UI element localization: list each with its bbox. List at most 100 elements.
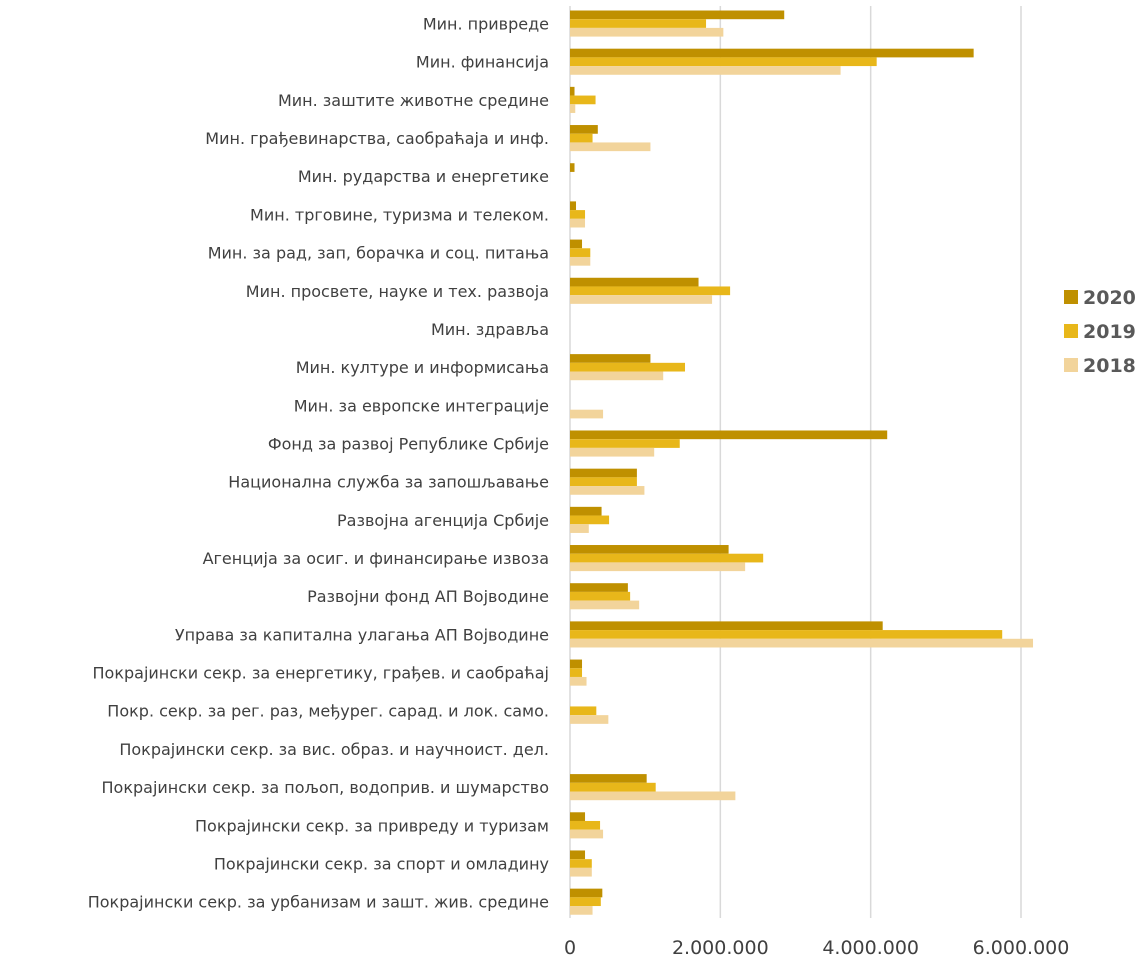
category-label: Покрајински секр. за вис. образ. и научн… (119, 740, 549, 759)
bar-2018 (570, 600, 640, 610)
bar-2019 (570, 19, 707, 28)
legend-swatch-2018 (1064, 358, 1078, 372)
bar-2018 (570, 256, 591, 266)
bar-2020 (570, 48, 974, 58)
legend-label-2018: 2018 (1083, 355, 1136, 377)
bar-2019 (570, 477, 637, 487)
bar-2019 (570, 820, 601, 830)
bar-2020 (570, 888, 603, 898)
category-label: Мин. грађевинарства, саобраћаја и инф. (205, 129, 549, 148)
bar-2020 (570, 659, 583, 669)
x-tick-label: 6.000.000 (973, 937, 1070, 959)
bar-2019 (570, 133, 593, 143)
category-label: Покр. секр. за рег. раз, међурег. сарад.… (107, 702, 549, 721)
category-label: Развојна агенција Србије (337, 511, 549, 530)
bar-2020 (570, 239, 583, 249)
bar-2020 (570, 506, 602, 516)
gridlines (569, 6, 1022, 918)
bar-2019 (570, 248, 591, 257)
bar-2019 (570, 859, 592, 868)
bar-2019 (570, 630, 1003, 639)
bar-2020 (570, 125, 598, 134)
bar-2018 (570, 66, 841, 75)
bar-2020 (570, 545, 729, 554)
category-label: Мин. рударства и енергетике (298, 167, 549, 186)
bar-2020 (570, 201, 577, 211)
category-label: Мин. заштите животне средине (278, 91, 549, 110)
category-label: Национална служба за запошљавање (228, 473, 549, 492)
bar-2020 (570, 621, 883, 631)
bar-2018 (570, 906, 593, 915)
bar-2018 (570, 104, 576, 113)
category-label: Мин. за европске интеграције (294, 396, 549, 415)
category-label: Развојни фонд АП Војводине (307, 587, 549, 606)
bar-2020 (570, 10, 785, 20)
bar-2019 (570, 439, 680, 448)
bar-2019 (570, 591, 631, 601)
x-axis-ticks: 0 2.000.000 4.000.000 6.000.000 (564, 937, 1069, 959)
category-label: Мин. за рад, зап, борачка и соц. питања (208, 244, 549, 263)
bar-2020 (570, 430, 888, 440)
bar-2018 (570, 27, 724, 37)
bar-2018 (570, 791, 736, 801)
category-label: Мин. просвете, науке и тех. развоја (246, 282, 549, 301)
bar-2018 (570, 371, 664, 381)
bar-2018 (570, 562, 746, 572)
bar-2018 (570, 524, 589, 533)
x-tick-label: 4.000.000 (822, 937, 919, 959)
bar-2018 (570, 142, 651, 152)
category-label: Покрајински секр. за спорт и омладину (214, 854, 549, 873)
legend-label-2019: 2019 (1083, 321, 1136, 343)
bars (570, 10, 1034, 915)
legend: 2020 2019 2018 (1064, 287, 1136, 377)
bar-2018 (570, 715, 609, 724)
bar-2019 (570, 362, 686, 372)
category-label: Мин. трговине, туризма и телеком. (250, 205, 549, 224)
category-labels: Мин. привреде Мин. финансија Мин. заштите … (88, 15, 549, 912)
bar-2020 (570, 468, 637, 478)
bar-2019 (570, 515, 610, 525)
bar-2019 (570, 668, 583, 677)
bar-2019 (570, 286, 731, 296)
bar-2019 (570, 782, 656, 792)
bar-2018 (570, 638, 1034, 648)
x-tick-label: 0 (564, 937, 576, 959)
category-label: Покрајински секр. за енергетику, грађев.… (93, 664, 550, 683)
bar-2020 (570, 774, 647, 783)
bar-2019 (570, 897, 601, 907)
bar-2020 (570, 277, 699, 287)
bar-2018 (570, 829, 604, 839)
bar-2018 (570, 867, 592, 877)
bar-2020 (570, 86, 575, 96)
x-tick-label: 2.000.000 (672, 937, 769, 959)
bar-2019 (570, 553, 764, 563)
bar-2019 (570, 95, 596, 105)
bar-2020 (570, 354, 651, 363)
bar-2019 (570, 706, 597, 716)
bar-2018 (570, 218, 586, 228)
bar-2018 (570, 676, 587, 686)
legend-swatch-2020 (1064, 290, 1078, 304)
bar-2018 (570, 295, 713, 304)
category-label: Покрајински секр. за пољоп, водоприв. и … (102, 778, 549, 797)
bar-2018 (570, 447, 655, 457)
legend-swatch-2019 (1064, 324, 1078, 338)
bar-2020 (570, 163, 575, 172)
category-label: Фонд за развој Републике Србије (268, 434, 549, 453)
category-label: Мин. привреде (423, 15, 549, 34)
category-label: Агенција за осиг. и финансирање извоза (203, 549, 549, 568)
legend-label-2020: 2020 (1083, 287, 1136, 309)
bar-2019 (570, 210, 586, 219)
category-label: Мин. здравља (431, 320, 549, 339)
category-label: Покрајински секр. за урбанизам и зашт. ж… (88, 893, 549, 912)
bar-2020 (570, 850, 586, 860)
bar-2020 (570, 812, 586, 821)
category-label: Покрајински секр. за привреду и туризам (195, 816, 549, 835)
bar-2019 (570, 57, 877, 67)
category-label: Управа за капитална улагања АП Војводине (175, 625, 549, 644)
category-label: Мин. финансија (416, 53, 549, 72)
bar-2020 (570, 583, 628, 592)
bar-2018 (570, 486, 645, 495)
category-label: Мин. културе и информисања (296, 358, 549, 377)
